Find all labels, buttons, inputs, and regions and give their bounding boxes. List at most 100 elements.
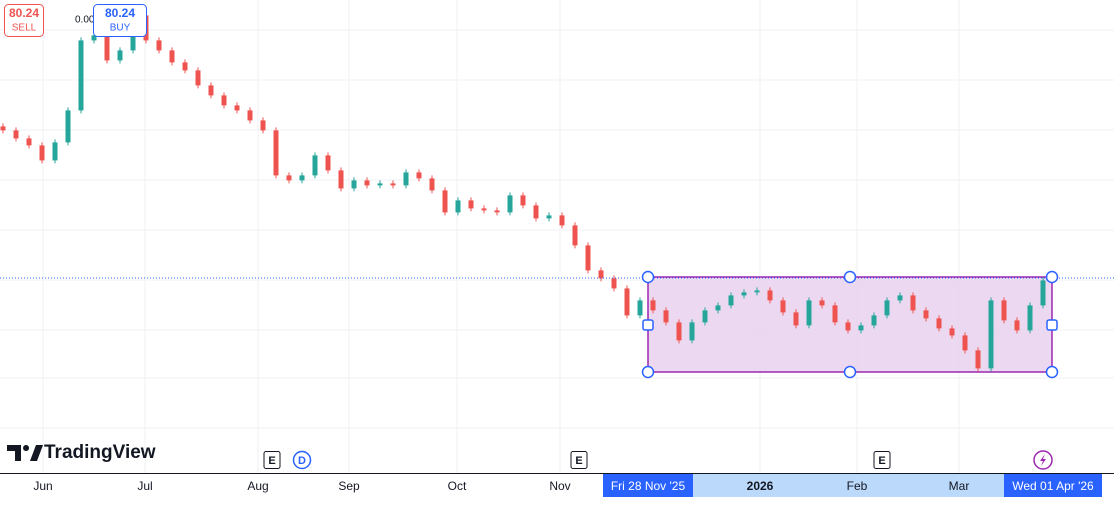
candle bbox=[247, 110, 253, 121]
time-label: Feb bbox=[847, 479, 868, 493]
candle bbox=[624, 288, 630, 316]
candle bbox=[637, 300, 643, 316]
candle bbox=[299, 175, 305, 181]
earnings-badge bbox=[263, 451, 281, 469]
logo[interactable]: TradingView bbox=[7, 442, 156, 463]
candle bbox=[234, 105, 240, 111]
time-label: Aug bbox=[247, 479, 268, 493]
candle bbox=[611, 278, 617, 289]
spread: 0.00 bbox=[75, 15, 95, 26]
candle bbox=[780, 300, 786, 313]
candle bbox=[806, 300, 812, 326]
candle bbox=[754, 290, 760, 293]
rect-handles[interactable] bbox=[641, 270, 1059, 379]
candle bbox=[650, 300, 656, 311]
candle bbox=[390, 183, 396, 186]
candle bbox=[455, 200, 461, 213]
candle bbox=[468, 200, 474, 209]
candle bbox=[936, 318, 942, 329]
time-label: Mar bbox=[949, 479, 970, 493]
earnings-badge bbox=[570, 451, 588, 469]
range-highlight bbox=[603, 474, 1102, 497]
candle bbox=[520, 195, 526, 206]
range-start-badge bbox=[603, 474, 693, 497]
candle bbox=[897, 295, 903, 301]
dividend-badge bbox=[292, 450, 312, 470]
badge-label: E bbox=[268, 455, 275, 467]
candle bbox=[767, 290, 773, 301]
candle bbox=[91, 35, 97, 41]
grid bbox=[0, 0, 1114, 473]
candle bbox=[13, 130, 19, 139]
lightning-badge[interactable] bbox=[1033, 450, 1053, 470]
candle bbox=[117, 50, 123, 61]
candle bbox=[663, 310, 669, 323]
buy-label: BUY bbox=[110, 23, 131, 34]
candle bbox=[325, 155, 331, 171]
time-labels: Jun Jul Aug Sep Oct Nov 2026 Feb Mar bbox=[33, 479, 969, 493]
range-end-badge bbox=[1004, 474, 1102, 497]
candle bbox=[364, 180, 370, 186]
candle bbox=[546, 215, 552, 219]
candle bbox=[442, 190, 448, 213]
candle bbox=[585, 245, 591, 271]
candle bbox=[832, 305, 838, 323]
candle bbox=[533, 205, 539, 219]
candle bbox=[494, 210, 500, 213]
badge-label: D bbox=[298, 455, 306, 467]
candle bbox=[104, 35, 110, 61]
candle bbox=[1014, 320, 1020, 331]
candle bbox=[169, 50, 175, 63]
candle bbox=[403, 172, 409, 186]
candle bbox=[156, 40, 162, 51]
candle bbox=[221, 95, 227, 106]
candle bbox=[351, 180, 357, 189]
candle bbox=[858, 325, 864, 331]
candle bbox=[949, 328, 955, 336]
sell-price: 80.24 bbox=[9, 6, 39, 20]
candle bbox=[78, 40, 84, 111]
buy-button[interactable]: 80.24 BUY bbox=[93, 4, 147, 37]
candle bbox=[845, 322, 851, 331]
candle bbox=[702, 310, 708, 323]
candle bbox=[481, 208, 487, 211]
candle bbox=[559, 215, 565, 226]
candle bbox=[429, 178, 435, 191]
candle bbox=[923, 310, 929, 319]
candle bbox=[312, 155, 318, 176]
time-label: Sep bbox=[338, 479, 360, 493]
candle bbox=[1001, 300, 1007, 321]
range-end: Wed 01 Apr '26 bbox=[1012, 479, 1094, 493]
candle bbox=[39, 145, 45, 161]
candle bbox=[273, 130, 279, 176]
badge-label: E bbox=[878, 455, 885, 467]
candle bbox=[962, 335, 968, 351]
candle bbox=[884, 300, 890, 316]
buy-price: 80.24 bbox=[105, 6, 135, 20]
candles bbox=[0, 12, 1046, 372]
candle bbox=[208, 85, 214, 96]
candle bbox=[338, 170, 344, 189]
sell-label: SELL bbox=[12, 23, 37, 34]
candle bbox=[793, 312, 799, 326]
candle bbox=[260, 120, 266, 131]
candle bbox=[507, 195, 513, 213]
sell-button[interactable]: 80.24 SELL bbox=[4, 4, 44, 37]
time-label: Jul bbox=[137, 479, 152, 493]
time-label: Oct bbox=[448, 479, 467, 493]
candle bbox=[195, 70, 201, 86]
time-label: Nov bbox=[549, 479, 570, 493]
candle bbox=[182, 62, 188, 71]
logo-text: TradingView bbox=[44, 442, 156, 463]
candle bbox=[819, 300, 825, 306]
candle bbox=[676, 322, 682, 341]
candle bbox=[741, 292, 747, 296]
badge-label: E bbox=[575, 455, 582, 467]
candle bbox=[26, 138, 32, 146]
earnings-badge bbox=[873, 451, 891, 469]
candle bbox=[689, 322, 695, 341]
range-start: Fri 28 Nov '25 bbox=[611, 479, 686, 493]
candle bbox=[1027, 305, 1033, 331]
